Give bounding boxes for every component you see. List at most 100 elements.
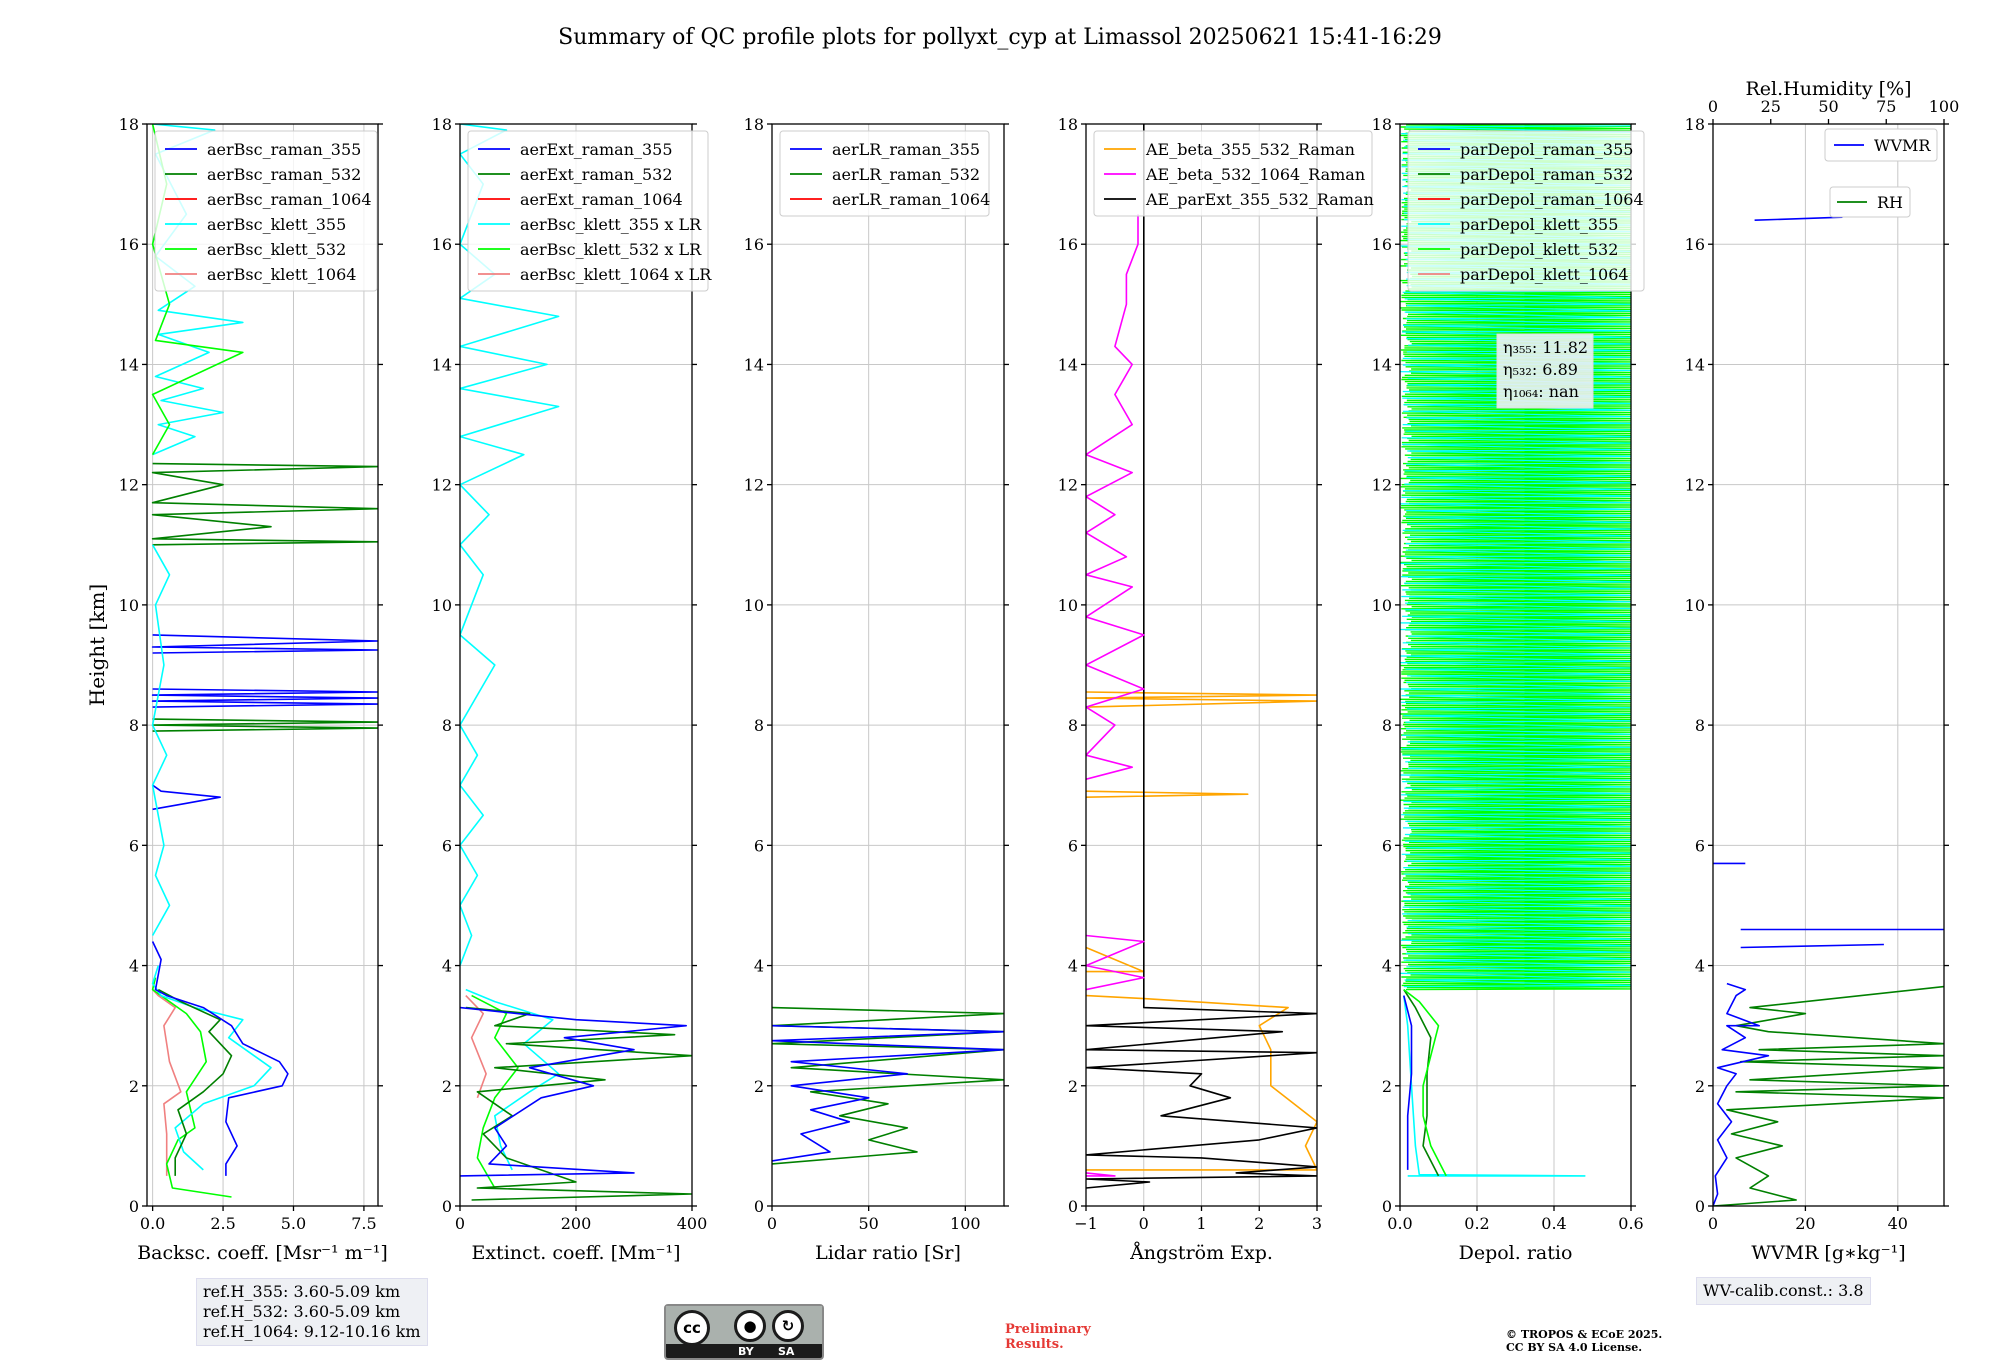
legend-label-aerlr-raman-532: aerLR_raman_532: [832, 165, 980, 184]
series-aerext-raman-355: [460, 1006, 687, 1177]
x-tick-label: 50: [858, 1214, 878, 1233]
copyright-line-2: CC BY SA 4.0 License.: [1506, 1341, 1643, 1354]
share-alike-icon: ↻: [772, 1310, 804, 1342]
cc-icon: cc: [674, 1310, 710, 1346]
y-tick-label: 18: [119, 115, 139, 134]
series-wvmr: [1740, 943, 1884, 949]
x-tick-label: 0.4: [1541, 1214, 1566, 1233]
legend-label-aerbsc-klett-532-x-lr: aerBsc_klett_532 x LR: [520, 240, 702, 259]
y-tick-label: 16: [1685, 235, 1705, 254]
preliminary-line-1: Preliminary: [1005, 1322, 1091, 1337]
x-tick-label: 200: [561, 1214, 592, 1233]
y-tick-label: 18: [1685, 115, 1705, 134]
x-axis-label: WVMR [g∗kg⁻¹]: [1751, 1242, 1905, 1264]
legend-label-rh: RH: [1877, 193, 1903, 212]
series-wvmr: [1713, 982, 1770, 1206]
y-tick-label: 6: [754, 836, 764, 855]
y-tick-label: 18: [744, 115, 764, 134]
panel-5: 0 2 4 6 8 10 12 14 16 18 0.0 0.2 0.4 0.6 Depol. ratio p…: [1372, 115, 1645, 1264]
y-axis-label: Height [km]: [85, 584, 109, 706]
preliminary-line-2: Results.: [1005, 1337, 1064, 1352]
y-tick-label: 0: [1068, 1197, 1078, 1216]
y-tick-label: 0: [1695, 1197, 1705, 1216]
copyright-line-1: © TROPOS & ECoE 2025.: [1506, 1328, 1663, 1341]
x-axis-label: Depol. ratio: [1459, 1242, 1573, 1264]
series-pardepol-klett-532: [1403, 988, 1447, 1177]
series-group: [1713, 216, 1944, 1206]
depol-calibration-annotation: η₃₅₅: 11.82 η₅₃₂: 6.89 η₁₀₆₄: nan: [1496, 333, 1594, 409]
x-tick-label: 0: [767, 1214, 777, 1233]
y-tick-label: 12: [1372, 476, 1392, 495]
y-tick-label: 6: [1382, 836, 1392, 855]
series-pardepol-klett-355: [1403, 995, 1586, 1177]
legend-label-ae-beta-355-532-raman: AE_beta_355_532_Raman: [1145, 140, 1355, 159]
legend: parDepol_raman_355 parDepol_raman_532 parD…: [1407, 130, 1645, 292]
legend-label-pardepol-klett-1064: parDepol_klett_1064: [1460, 265, 1629, 284]
panel-1: 0 2 4 6 8 10 12 14 16 18 0.0 2.5 5.0 7.5 Backsc. coeff…: [119, 115, 388, 1264]
series-group: [772, 1006, 1004, 1165]
series-aerbsc-klett-532-x-lr: [471, 994, 519, 1189]
y-tick-label: 10: [1058, 596, 1078, 615]
series-aerbsc-klett-355: [151, 544, 171, 936]
copyright-note: © TROPOS & ECoE 2025. CC BY SA 4.0 Licen…: [1506, 1328, 1662, 1354]
y-tick-label: 6: [442, 836, 452, 855]
panel-3: 0 2 4 6 8 10 12 14 16 18 0 50 100 Lidar ratio [Sr] aer…: [744, 115, 1009, 1264]
y-tick-label: 0: [129, 1197, 139, 1216]
series-wvmr: [1754, 216, 1843, 221]
legend-label-pardepol-klett-532: parDepol_klett_532: [1460, 240, 1618, 259]
legend-label-ae-parext-355-532-raman: AE_parExt_355_532_Raman: [1145, 190, 1374, 209]
y-tick-label: 12: [744, 476, 764, 495]
figure-title: Summary of QC profile plots for pollyxt_…: [558, 25, 1442, 50]
y-tick-label: 8: [442, 716, 452, 735]
axes-frame: [146, 123, 379, 1207]
legend-label-aerlr-raman-355: aerLR_raman_355: [832, 140, 980, 159]
cc-by-label: BY: [738, 1345, 754, 1358]
y-tick-label: 10: [1685, 596, 1705, 615]
series-aerbsc-raman-355: [151, 688, 378, 708]
top-tick-label: 75: [1876, 97, 1896, 116]
legend: WVMR RH: [1824, 128, 1938, 218]
y-tick-label: 0: [1382, 1197, 1392, 1216]
legend-label-aerbsc-klett-532: aerBsc_klett_532: [207, 240, 346, 259]
panel-2: 0 2 4 6 8 10 12 14 16 18 0 200 400 Extinct. coeff. [M…: [432, 115, 713, 1264]
legend: aerLR_raman_355 aerLR_raman_532 aerLR_rama…: [779, 130, 990, 217]
legend: aerExt_raman_355 aerExt_raman_532 aerExt_r…: [467, 130, 712, 292]
y-tick-label: 14: [744, 355, 764, 374]
series-aerbsc-raman-532: [157, 988, 233, 1176]
y-tick-label: 8: [1068, 716, 1078, 735]
series-aerbsc-raman-355: [152, 784, 221, 811]
legend-label-aerbsc-klett-1064: aerBsc_klett_1064: [207, 265, 356, 284]
y-tick-label: 4: [1382, 957, 1392, 976]
legend: AE_beta_355_532_Raman AE_beta_532_1064_Ra…: [1093, 130, 1374, 217]
top-tick-label: 100: [1929, 97, 1960, 116]
ref-h-1064: ref.H_1064: 9.12-10.16 km: [203, 1322, 421, 1341]
legend-box: [1824, 128, 1938, 162]
y-tick-label: 12: [432, 476, 452, 495]
series-aerbsc-klett-532: [151, 977, 232, 1198]
x-axis-label: Extinct. coeff. [Mm⁻¹]: [471, 1242, 680, 1264]
series-aerbsc-raman-355: [151, 634, 378, 654]
y-tick-label: 12: [1685, 476, 1705, 495]
legend: aerBsc_raman_355 aerBsc_raman_532 aerBsc_r…: [154, 130, 378, 292]
series-aerbsc-klett-1064-x-lr: [465, 995, 487, 1099]
y-tick-label: 2: [1382, 1077, 1392, 1096]
axes-frame: [1712, 123, 1945, 1207]
x-tick-label: 20: [1795, 1214, 1815, 1233]
x-tick-label: 7.5: [351, 1214, 376, 1233]
eta-line: η₁₀₆₄: nan: [1503, 382, 1579, 401]
x-tick-label: 2: [1254, 1214, 1264, 1233]
y-tick-label: 14: [1685, 355, 1705, 374]
top-tick-label: 0: [1708, 97, 1718, 116]
series-ae-beta-532-1064-raman: [1086, 934, 1145, 991]
y-tick-label: 4: [1068, 957, 1078, 976]
y-tick-label: 14: [1058, 355, 1078, 374]
y-tick-label: 10: [432, 596, 452, 615]
y-tick-label: 18: [1058, 115, 1078, 134]
legend-label-pardepol-raman-532: parDepol_raman_532: [1460, 165, 1633, 184]
top-axis-label: Rel.Humidity [%]: [1745, 78, 1911, 100]
y-tick-label: 2: [442, 1077, 452, 1096]
x-tick-label: 3: [1312, 1214, 1322, 1233]
x-tick-label: 0.2: [1464, 1214, 1489, 1233]
series-group: [1086, 124, 1317, 1189]
